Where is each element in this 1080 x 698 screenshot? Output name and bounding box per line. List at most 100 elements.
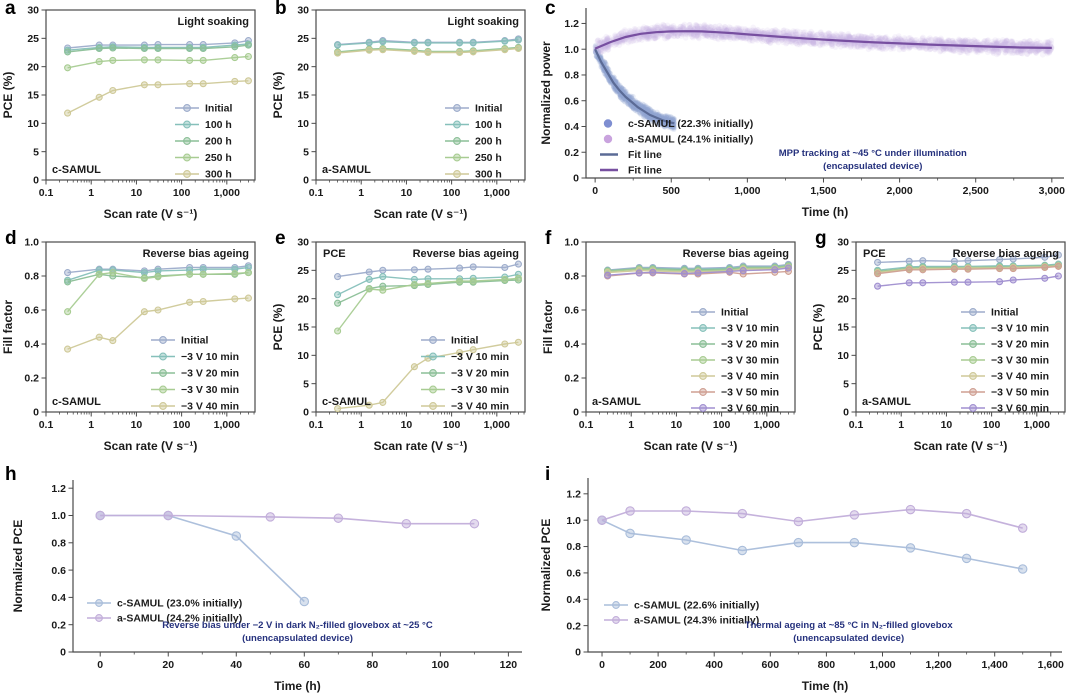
svg-text:200 h: 200 h — [475, 136, 502, 148]
panel-b: b 0.1 1 10 100 1,000 0 5 10 15 20 25 30 Scan rate (V… — [270, 0, 540, 230]
panel-h-chart: 0 20 40 60 80 100 120 0 0.2 0.4 0.6 0.8 1.0 1.2 Time (… — [11, 480, 522, 693]
panel-i-chart: 0 200 400 600 800 1,000 1,200 1,400 1,600 0 0.2 0.4… — [540, 478, 1064, 693]
svg-text:−3 V 50 min: −3 V 50 min — [721, 387, 779, 399]
svg-text:2,500: 2,500 — [963, 185, 989, 197]
svg-text:−3 V 20 min: −3 V 20 min — [181, 368, 239, 380]
svg-text:a-SAMUL: a-SAMUL — [322, 164, 371, 176]
svg-text:100: 100 — [983, 419, 1001, 431]
svg-text:200: 200 — [649, 659, 667, 671]
svg-text:100: 100 — [173, 419, 191, 431]
svg-text:0.4: 0.4 — [566, 594, 581, 606]
svg-text:1.0: 1.0 — [566, 515, 581, 527]
panel-h-letter: h — [5, 464, 17, 485]
panel-d: d 0.1 1 10 100 1,000 0 0.2 0.4 0.6 0.8 1.0 Scan rat… — [0, 228, 270, 466]
panel-c-chart: 0 500 1,000 1,500 2,000 2,500 3,000 0 0.2 0.4 0.6 0… — [540, 8, 1065, 219]
svg-text:(unencapsulated device): (unencapsulated device) — [793, 633, 904, 644]
svg-text:−3 V 20 min: −3 V 20 min — [721, 339, 779, 351]
svg-text:0.2: 0.2 — [51, 619, 66, 631]
svg-text:5: 5 — [843, 378, 849, 390]
svg-text:1.2: 1.2 — [566, 488, 581, 500]
panel-a-letter: a — [5, 0, 16, 19]
svg-text:−3 V 10 min: −3 V 10 min — [991, 323, 1049, 335]
svg-text:5: 5 — [303, 378, 309, 390]
svg-text:0.1: 0.1 — [309, 187, 324, 199]
svg-text:1: 1 — [358, 187, 364, 199]
svg-text:Initial: Initial — [721, 307, 749, 319]
svg-text:−3 V 20 min: −3 V 20 min — [451, 368, 509, 380]
panel-e-letter: e — [275, 228, 286, 249]
svg-text:1.2: 1.2 — [51, 483, 66, 495]
svg-text:0: 0 — [573, 173, 579, 185]
svg-text:Fit line: Fit line — [628, 165, 662, 177]
svg-text:30: 30 — [297, 5, 309, 17]
svg-text:MPP tracking at ~45 °C under i: MPP tracking at ~45 °C under illuminatio… — [779, 148, 967, 159]
panel-e: e 0.1 1 10 100 1,000 0 5 10 15 20 25 30 Scan rate (V… — [270, 228, 540, 466]
svg-text:PCE: PCE — [323, 248, 346, 260]
svg-text:10: 10 — [401, 187, 413, 199]
svg-text:0.4: 0.4 — [51, 592, 66, 604]
panel-i: i 0 200 400 600 800 1,000 1,200 1,400 1,600 0 0.2 0… — [540, 464, 1080, 698]
svg-text:0.1: 0.1 — [309, 419, 324, 431]
svg-text:1.2: 1.2 — [564, 18, 579, 30]
svg-text:100: 100 — [443, 187, 461, 199]
svg-text:−3 V 10 min: −3 V 10 min — [451, 351, 509, 363]
svg-text:1,000: 1,000 — [869, 659, 895, 671]
svg-text:−3 V 40 min: −3 V 40 min — [721, 371, 779, 383]
svg-text:c-SAMUL: c-SAMUL — [322, 396, 371, 408]
svg-text:10: 10 — [297, 350, 309, 362]
svg-text:1,500: 1,500 — [810, 185, 836, 197]
svg-text:0.6: 0.6 — [564, 95, 579, 107]
svg-text:Time (h): Time (h) — [802, 679, 848, 693]
svg-text:20: 20 — [162, 659, 174, 671]
svg-text:300 h: 300 h — [205, 169, 232, 181]
svg-text:20: 20 — [27, 61, 39, 73]
panel-c-letter: c — [545, 0, 556, 19]
svg-text:0.4: 0.4 — [564, 339, 579, 351]
svg-text:10: 10 — [297, 118, 309, 130]
svg-text:−3 V 30 min: −3 V 30 min — [721, 355, 779, 367]
svg-text:1: 1 — [358, 419, 364, 431]
svg-text:600: 600 — [762, 659, 780, 671]
panel-f-letter: f — [545, 228, 552, 249]
svg-text:Initial: Initial — [181, 335, 209, 347]
svg-text:1,000: 1,000 — [214, 419, 240, 431]
svg-text:0.1: 0.1 — [579, 419, 594, 431]
svg-text:10: 10 — [131, 187, 143, 199]
svg-text:0: 0 — [33, 175, 39, 187]
svg-text:100 h: 100 h — [475, 119, 502, 131]
svg-text:0.2: 0.2 — [24, 373, 39, 385]
svg-text:1,000: 1,000 — [1024, 419, 1050, 431]
svg-text:0.6: 0.6 — [564, 305, 579, 317]
svg-text:1,000: 1,000 — [734, 185, 760, 197]
svg-text:0: 0 — [599, 659, 605, 671]
svg-text:1,000: 1,000 — [754, 419, 780, 431]
panel-d-chart: 0.1 1 10 100 1,000 0 0.2 0.4 0.6 0.8 1.0 Scan rate … — [1, 237, 256, 453]
svg-text:1,400: 1,400 — [982, 659, 1008, 671]
svg-text:−3 V 10 min: −3 V 10 min — [181, 351, 239, 363]
svg-text:−3 V 30 min: −3 V 30 min — [451, 384, 509, 396]
svg-text:0.6: 0.6 — [24, 305, 39, 317]
svg-text:c-SAMUL (23.0% initially): c-SAMUL (23.0% initially) — [117, 598, 242, 610]
svg-text:1,600: 1,600 — [1038, 659, 1064, 671]
svg-text:Fit line: Fit line — [628, 149, 662, 161]
svg-text:Reverse bias ageing: Reverse bias ageing — [413, 248, 519, 260]
svg-text:−3 V 60 min: −3 V 60 min — [991, 403, 1049, 415]
svg-text:120: 120 — [500, 659, 518, 671]
svg-text:0.2: 0.2 — [564, 147, 579, 159]
svg-text:Fill factor: Fill factor — [541, 300, 555, 354]
svg-text:0.1: 0.1 — [849, 419, 864, 431]
svg-text:1.0: 1.0 — [564, 44, 579, 56]
svg-text:0.6: 0.6 — [51, 565, 66, 577]
svg-text:Reverse bias ageing: Reverse bias ageing — [143, 248, 249, 260]
panel-c: c 0 500 1,000 1,500 2,000 2,500 3,000 0 0.2 0.4 0.… — [540, 0, 1080, 230]
svg-text:a-SAMUL: a-SAMUL — [592, 396, 641, 408]
svg-text:PCE (%): PCE (%) — [271, 72, 285, 119]
svg-text:3,000: 3,000 — [1039, 185, 1065, 197]
svg-text:1,200: 1,200 — [925, 659, 951, 671]
svg-text:c-SAMUL: c-SAMUL — [52, 396, 101, 408]
svg-text:0.4: 0.4 — [24, 339, 39, 351]
svg-text:PCE (%): PCE (%) — [811, 304, 825, 351]
svg-text:(unencapsulated device): (unencapsulated device) — [242, 633, 353, 644]
panel-b-letter: b — [275, 0, 287, 19]
